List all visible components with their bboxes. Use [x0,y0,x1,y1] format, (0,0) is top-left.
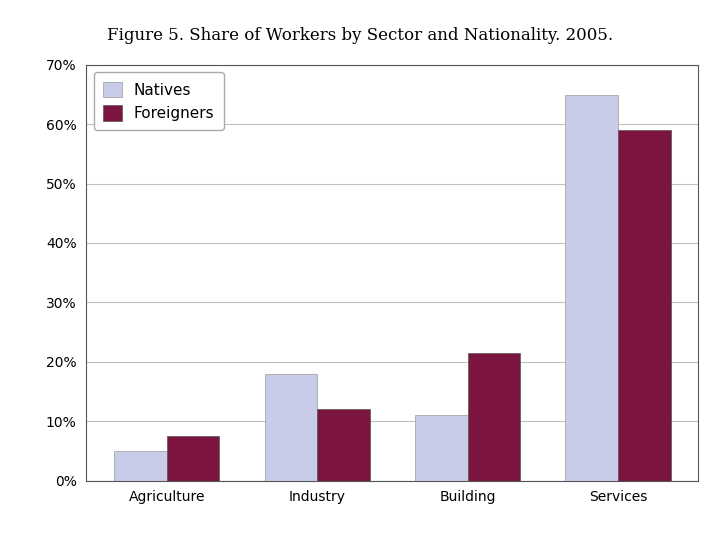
Bar [467,353,521,481]
Bar [167,436,220,481]
Bar [114,451,167,481]
Bar [318,409,370,481]
Bar [264,374,318,481]
Bar [618,130,670,481]
Bar [415,415,467,481]
Legend: Natives, Foreigners: Natives, Foreigners [94,72,223,130]
Text: Figure 5. Share of Workers by Sector and Nationality. 2005.: Figure 5. Share of Workers by Sector and… [107,27,613,44]
Bar [565,94,618,481]
